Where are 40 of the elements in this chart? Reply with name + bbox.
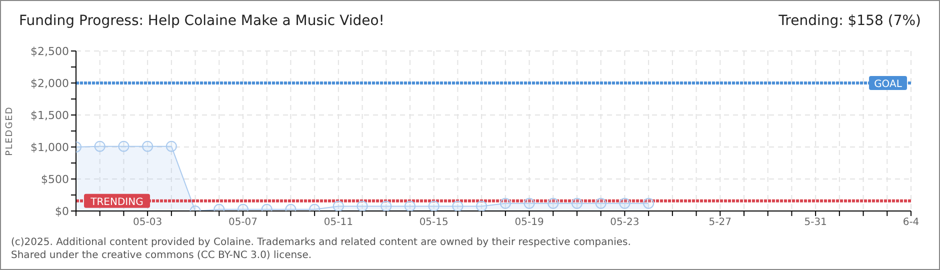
chart-title: Funding Progress: Help Colaine Make a Music Video! <box>19 13 384 29</box>
point <box>476 200 488 211</box>
x-tick-label: 05-07 <box>228 217 258 228</box>
chart-subtitle: Trending: $158 (7%) <box>778 13 921 29</box>
point <box>142 140 154 152</box>
x-tick-label: 5-31 <box>804 217 827 228</box>
point <box>524 198 535 209</box>
x-tick-label: 05-11 <box>324 217 353 228</box>
point <box>356 200 368 211</box>
point <box>380 200 392 211</box>
point <box>643 198 654 209</box>
y-tick-label: $500 <box>41 172 69 186</box>
x-tick-label: 5-27 <box>708 217 732 228</box>
point <box>332 200 344 211</box>
point <box>500 198 511 209</box>
point <box>166 140 177 152</box>
point <box>404 200 416 211</box>
x-tick-label: 05-15 <box>419 217 448 228</box>
point <box>572 198 582 209</box>
y-tick-label: $0 <box>55 204 69 218</box>
y-tick-label: $1,000 <box>30 140 69 154</box>
x-tick-label: 6-4 <box>902 217 920 228</box>
y-axis-title: PLEDGED <box>5 106 16 156</box>
ref-line-label: GOAL <box>874 79 902 90</box>
text: Shared under the creative commons (CC BY-NC 3.0) license. <box>11 250 312 261</box>
point <box>452 200 464 211</box>
point <box>548 198 559 209</box>
point <box>118 140 130 152</box>
point <box>595 198 606 209</box>
point <box>619 198 630 209</box>
y-tick-label: $2,500 <box>30 44 69 58</box>
ref-line-label: TRENDING <box>90 196 144 208</box>
x-tick-label: 05-03 <box>133 217 162 228</box>
point <box>428 200 440 211</box>
y-tick-label: $1,500 <box>30 108 69 122</box>
point <box>94 140 106 152</box>
x-tick-label: 05-23 <box>610 217 640 228</box>
x-tick-label: 05-19 <box>514 217 544 228</box>
text: (c)2025. Additional content provided by Colaine. Trademarks and related content are owned by their respective companies. <box>11 237 631 248</box>
y-tick-label: $2,000 <box>30 76 69 90</box>
